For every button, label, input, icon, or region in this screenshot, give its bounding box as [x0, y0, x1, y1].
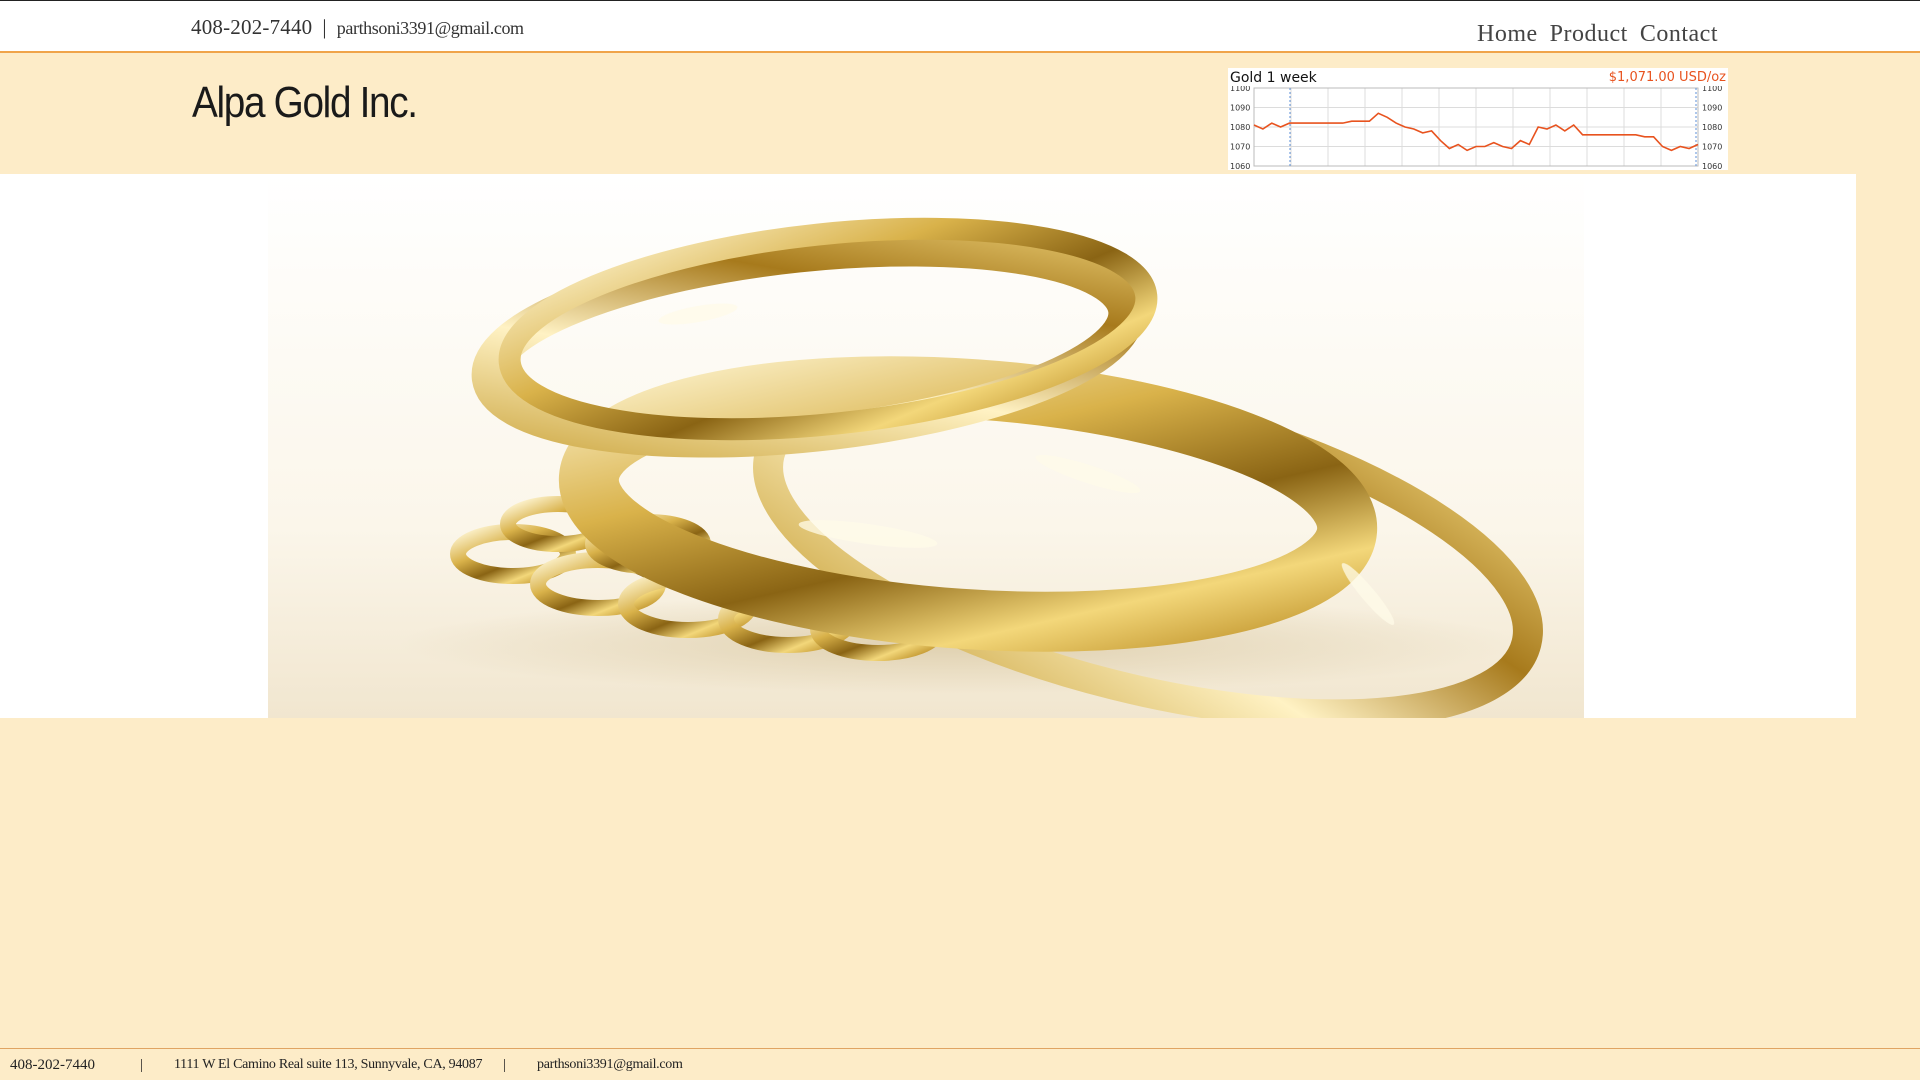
chart-y-tick-label-left: 1090 — [1230, 104, 1250, 113]
footer-phone: 408-202-7440 — [10, 1057, 95, 1073]
gold-bangles-illustration — [398, 217, 1543, 718]
footer-address: 1111 W El Camino Real suite 113, Sunnyva… — [174, 1057, 483, 1072]
chart-y-tick-label-right: 1090 — [1702, 104, 1722, 113]
chart-y-tick-label-left: 1100 — [1230, 86, 1250, 93]
top-phone: 408-202-7440 — [191, 15, 313, 39]
top-email-link[interactable]: parthsoni3391@gmail.com — [336, 18, 524, 38]
top-bar: 408-202-7440 | parthsoni3391@gmail.com Hom… — [0, 0, 1920, 53]
footer-separator-1: | — [140, 1057, 144, 1073]
chart-y-tick-label-right: 1100 — [1702, 86, 1722, 93]
chart-series-line — [1253, 112, 1699, 152]
nav-contact[interactable]: Contact — [1639, 21, 1718, 47]
gold-bangles-image — [268, 174, 1584, 718]
chart-y-tick-label-right: 1080 — [1702, 123, 1722, 132]
footer-separator-2: | — [503, 1057, 507, 1073]
top-separator: | — [322, 15, 327, 39]
footer-email-link[interactable]: parthsoni3391@gmail.com — [537, 1057, 683, 1072]
top-contact-info: 408-202-7440 | parthsoni3391@gmail.com — [191, 15, 524, 40]
gold-widget-price: $1,071.00 USD/oz — [1608, 70, 1726, 85]
chart-y-tick-label-right: 1060 — [1702, 162, 1722, 170]
main-nav: Home Product Contact — [1477, 21, 1718, 48]
chart-y-tick-label-left: 1080 — [1230, 123, 1250, 132]
gold-price-chart: 1100 1100 1090 1090 1080 1080 1070 1070 1060 1060 — [1230, 86, 1722, 170]
brand-title: Alpa Gold Inc. — [192, 78, 418, 127]
gold-price-widget[interactable]: Gold 1 week $1,071.00 USD/oz 1100 1100 109… — [1228, 68, 1728, 170]
chart-y-tick-label-left: 1070 — [1230, 143, 1250, 152]
chart-plot-border — [1253, 87, 1699, 167]
chart-y-tick-label-right: 1070 — [1702, 143, 1722, 152]
nav-product[interactable]: Product — [1549, 21, 1628, 47]
chart-y-tick-label-left: 1060 — [1230, 162, 1250, 170]
footer: 408-202-7440 | 1111 W El Camino Real sui… — [0, 1048, 1920, 1080]
nav-home[interactable]: Home — [1477, 21, 1538, 47]
gold-widget-title: Gold 1 week — [1230, 70, 1317, 86]
hero-banner — [0, 174, 1856, 718]
